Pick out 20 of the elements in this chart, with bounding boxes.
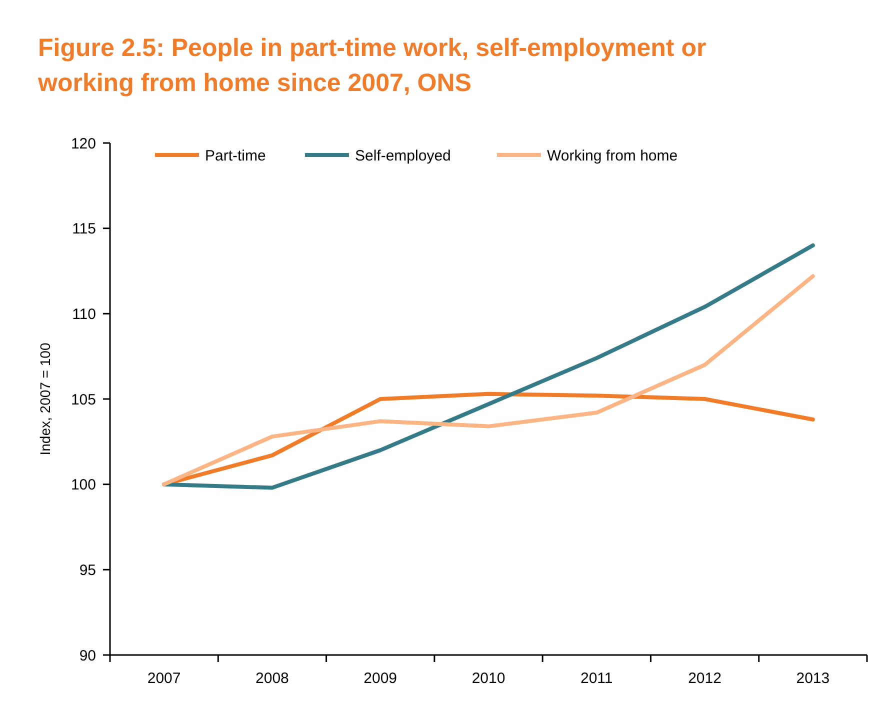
x-tick-label: 2007 (147, 670, 181, 687)
x-tick-label: 2011 (580, 670, 613, 687)
y-tick-label: 95 (79, 562, 96, 579)
chart-title: Figure 2.5: People in part-time work, self-employment or working from home since 2007, ONS (37, 34, 706, 97)
legend-label: Self-employed (355, 147, 451, 164)
y-axis-title: Index, 2007 = 100 (37, 342, 53, 456)
y-tick-label: 105 (70, 391, 96, 408)
y-tick-label: 115 (72, 220, 96, 238)
line-series (162, 392, 815, 486)
y-tick-label: 90 (79, 647, 96, 664)
y-tick-label: 100 (70, 476, 96, 494)
legend-label: Working from home (547, 147, 678, 164)
x-tick-label: 2013 (796, 670, 830, 687)
x-tick-label: 2010 (472, 670, 506, 687)
y-tick-label: 120 (70, 135, 96, 152)
x-tick-label: 2009 (364, 670, 398, 687)
x-tick-label: 2008 (256, 670, 289, 687)
y-tick-label: 110 (72, 306, 96, 323)
legend-label: Part-time (205, 147, 266, 164)
x-tick-label: 2012 (688, 670, 722, 687)
